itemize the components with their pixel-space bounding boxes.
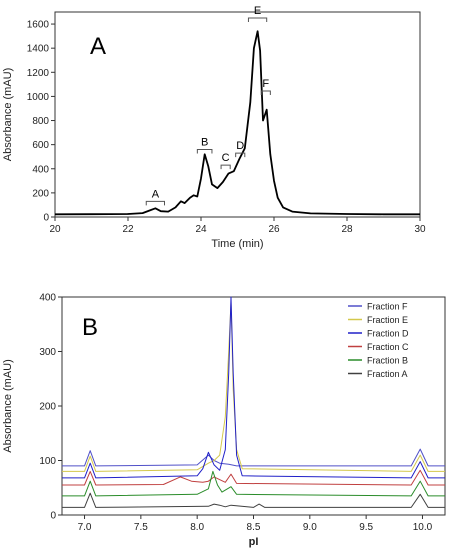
peak-bracket bbox=[235, 152, 246, 158]
peak-bracket bbox=[220, 164, 231, 170]
x-tick-label: 20 bbox=[49, 224, 61, 235]
series-line bbox=[54, 30, 420, 216]
peak-bracket bbox=[196, 148, 213, 154]
y-tick-label: 0 bbox=[50, 511, 56, 522]
series-line bbox=[62, 302, 445, 472]
x-tick-label: 30 bbox=[414, 224, 426, 235]
legend-label: Fraction C bbox=[367, 342, 409, 352]
y-tick-label: 400 bbox=[32, 164, 49, 175]
peak-label: C bbox=[222, 152, 230, 164]
y-tick-label: 400 bbox=[39, 293, 56, 304]
chart-panel-b: 7.0 7.5 8.0 8.5 9.0 9.5 10.0 0 100 200 300 400 pI Abs… bbox=[2, 293, 446, 548]
peak-bracket bbox=[247, 17, 268, 23]
legend-label: Fraction E bbox=[367, 315, 408, 325]
x-axis-label: pI bbox=[249, 536, 259, 548]
y-tick-label: 200 bbox=[39, 402, 56, 413]
y-tick-label: 100 bbox=[39, 456, 56, 467]
x-tick-label: 10.0 bbox=[413, 522, 433, 533]
y-tick-label: 1200 bbox=[27, 68, 50, 79]
y-axis-label: Absorbance (mAU) bbox=[2, 68, 14, 162]
legend-label: Fraction F bbox=[367, 302, 408, 312]
x-tick-label: 26 bbox=[268, 224, 280, 235]
x-axis-label: Time (min) bbox=[211, 238, 263, 250]
y-tick-label: 0 bbox=[43, 213, 49, 224]
peak-label: E bbox=[254, 5, 261, 17]
x-tick-label: 28 bbox=[341, 224, 353, 235]
series-line bbox=[62, 448, 445, 467]
peak-label: D bbox=[236, 140, 244, 152]
peak-bracket bbox=[145, 200, 165, 206]
x-tick-label: 9.5 bbox=[359, 522, 373, 533]
x-tick-label: 22 bbox=[122, 224, 134, 235]
peak-bracket bbox=[260, 90, 271, 95]
x-tick-label: 8.5 bbox=[247, 522, 261, 533]
legend-label: Fraction A bbox=[367, 369, 408, 379]
y-tick-label: 1600 bbox=[27, 20, 50, 31]
x-tick-label: 8.0 bbox=[190, 522, 204, 533]
peak-label: A bbox=[152, 188, 160, 200]
series-line bbox=[62, 492, 445, 508]
series-line bbox=[62, 469, 445, 486]
panel-label: B bbox=[82, 314, 98, 341]
y-tick-label: 800 bbox=[32, 116, 49, 127]
y-tick-label: 600 bbox=[32, 140, 49, 151]
legend-label: Fraction B bbox=[367, 356, 408, 366]
series-line bbox=[62, 296, 445, 479]
plot-frame bbox=[54, 11, 421, 218]
chart-panel-a: 20 22 24 26 28 30 0 200 400 600 800 1000 1200 1400 160… bbox=[2, 5, 426, 250]
peak-label: B bbox=[201, 136, 208, 148]
y-axis-label: Absorbance (mAU) bbox=[2, 359, 14, 453]
y-tick-label: 1000 bbox=[27, 92, 50, 103]
panel-label: A bbox=[90, 33, 106, 60]
legend-label: Fraction D bbox=[367, 329, 409, 339]
x-tick-label: 7.5 bbox=[134, 522, 148, 533]
y-tick-label: 200 bbox=[32, 188, 49, 199]
x-tick-label: 24 bbox=[195, 224, 207, 235]
y-tick-label: 1400 bbox=[27, 44, 50, 55]
y-tick-label: 300 bbox=[39, 347, 56, 358]
x-tick-label: 9.0 bbox=[303, 522, 317, 533]
peak-label: F bbox=[262, 78, 269, 90]
series-line bbox=[62, 470, 445, 497]
x-tick-label: 7.0 bbox=[78, 522, 92, 533]
